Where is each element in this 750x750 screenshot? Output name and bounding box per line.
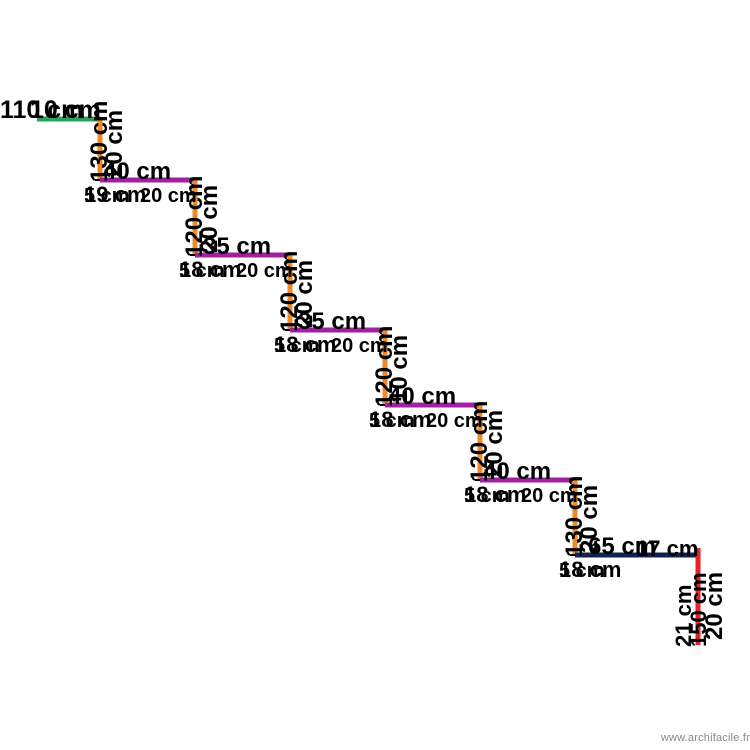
lbl-t4-40: 40 cm [388, 385, 456, 409]
lbl-t6-18: 18 cm [559, 559, 621, 581]
lbl-t3-18: 18 cm [274, 334, 336, 356]
lbl-t1-19: 19 cm [84, 184, 146, 206]
lbl-t3-35: 35 cm [298, 310, 366, 334]
lbl-r6-130v: 130 cm [563, 476, 587, 557]
lbl-r7-21v: 21 cm [673, 585, 695, 647]
lbl-t6-17: 17 cm [636, 538, 698, 560]
lbl-t2-35: 35 cm [203, 235, 271, 259]
lbl-t1-40: 40 cm [103, 160, 171, 184]
lbl-t2-18: 18 cm [179, 259, 241, 281]
lbl-t5-40: 40 cm [483, 460, 551, 484]
lbl-t4-18: 18 cm [369, 409, 431, 431]
watermark-text: www.archifacile.fr [661, 732, 750, 744]
lbl-t5-18: 18 cm [464, 484, 526, 506]
lbl-top-110: 110 cm [0, 98, 83, 123]
